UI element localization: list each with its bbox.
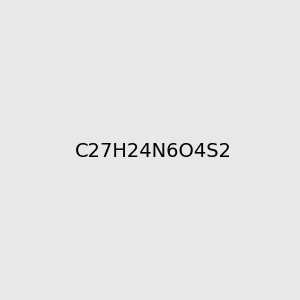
- Text: C27H24N6O4S2: C27H24N6O4S2: [75, 142, 232, 161]
